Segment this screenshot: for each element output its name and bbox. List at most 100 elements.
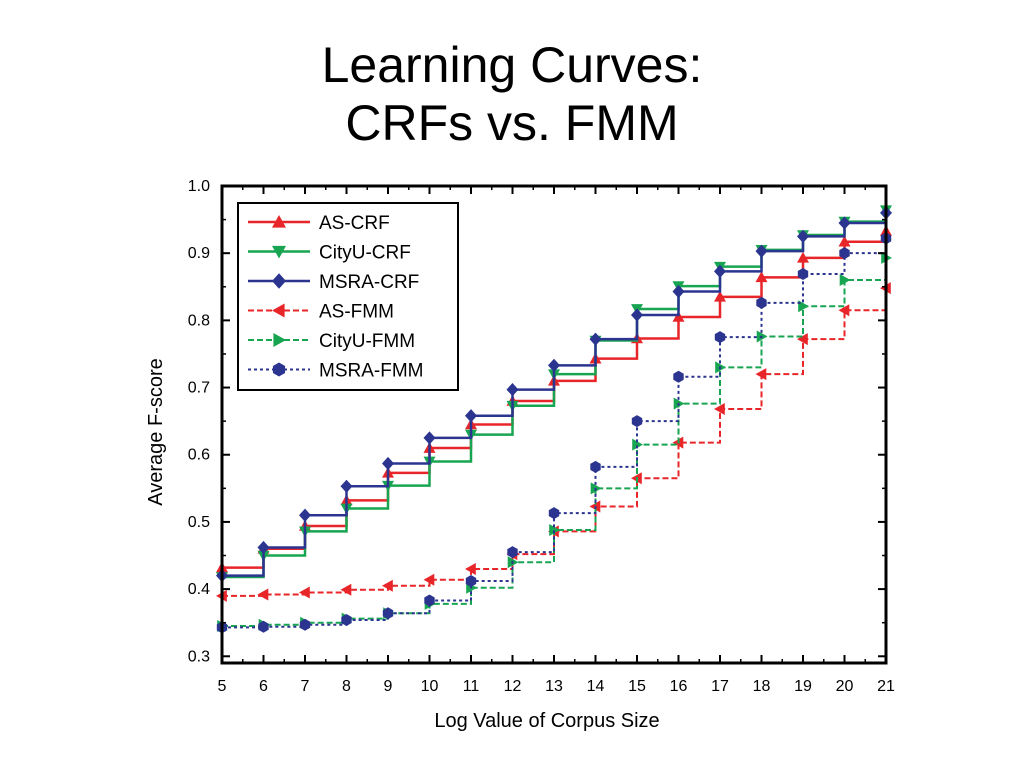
legend-item-as-fmm: AS-FMM [248,302,394,323]
data-point-as-fmm [423,573,435,586]
x-tick-label: 20 [836,678,854,695]
legend-label: MSRA-FMM [319,361,423,382]
data-point-msra-fmm [258,620,269,633]
x-tick-label: 16 [670,678,688,695]
slide-title-line-1: Learning Curves: [321,37,703,93]
data-point-msra-fmm [839,247,850,260]
data-point-msra-crf [506,382,519,397]
data-point-as-fmm [714,403,725,416]
slide-title-line-2: CRFs vs. FMM [345,95,679,151]
data-point-as-fmm [299,586,310,599]
data-point-msra-fmm [756,296,767,309]
legend-label: AS-CRF [319,213,390,234]
x-tick-label: 14 [587,678,605,695]
data-point-msra-crf [423,431,436,445]
data-point-msra-fmm [299,618,311,631]
data-point-as-fmm [797,333,808,346]
y-tick-label: 0.8 [188,312,210,329]
data-point-cityu-fmm [549,523,560,536]
legend-item-msra-crf: MSRA-CRF [248,272,419,293]
data-point-cityu-fmm [839,274,851,287]
y-axis-label: Average F-score [145,358,167,505]
series-msra-fmm [216,232,892,634]
y-tick-label: 0.3 [188,648,210,665]
y-tick-label: 0.5 [188,514,210,531]
data-point-msra-crf [755,244,768,258]
x-axis-label: Log Value of Corpus Size [434,710,659,732]
legend-marker [273,333,286,347]
y-tick-label: 0.9 [188,245,210,262]
data-point-msra-fmm [507,546,518,559]
data-point-msra-crf [340,479,353,493]
legend-marker [272,273,286,289]
legend-label: AS-FMM [319,302,394,323]
data-point-msra-crf [589,332,602,346]
legend: AS-CRF CityU-CRF MSRA-CRF AS-FMM CityU-FMM MS… [237,202,459,391]
slide-title: Learning Curves: CRFs vs. FMM [0,36,1024,152]
y-tick-label: 0.7 [188,380,210,397]
data-point-msra-fmm [631,415,643,428]
data-point-as-fmm [340,583,352,596]
axes-layer: 5 6 7 8 9 10 11 12 13 14 15 16 17 18 19 20 21 0.3 0.4 0.5 0.… [188,178,895,695]
data-point-as-fmm [257,588,269,601]
data-point-msra-crf [672,284,685,299]
data-point-as-crf [838,235,851,247]
x-tick-label: 10 [421,678,439,695]
legend-box [237,202,459,391]
data-point-as-fmm [382,579,393,592]
x-tick-label: 11 [463,678,480,695]
x-tick-label: 6 [259,678,268,695]
data-point-as-fmm [465,562,476,575]
data-point-msra-crf [548,358,560,372]
x-tick-label: 13 [545,678,563,695]
x-tick-label: 17 [711,678,729,695]
data-point-msra-crf [631,308,643,322]
data-point-msra-fmm [382,607,394,620]
data-point-as-crf [714,290,726,302]
x-tick-label: 15 [628,678,646,695]
y-tick-label: 0.6 [188,447,210,464]
legend-item-msra-fmm: MSRA-FMM [248,361,423,382]
legend-item-cityu-fmm: CityU-FMM [248,331,415,352]
series-msra-crf [216,206,892,583]
legend-marker [272,362,286,377]
legend-item-as-crf: AS-CRF [248,213,390,234]
data-point-msra-fmm [465,575,477,588]
series-layer [216,205,892,634]
data-point-msra-crf [382,456,394,471]
data-point-as-crf [755,271,768,283]
legend-marker [272,215,286,228]
legend-marker [272,303,285,318]
y-tick-label: 0.4 [188,581,210,598]
data-point-msra-crf [714,264,726,278]
data-point-msra-crf [797,229,809,243]
data-point-as-crf [672,311,685,322]
data-point-as-crf [797,251,809,263]
y-tick-label: 1.0 [188,178,210,195]
data-point-msra-fmm [424,594,435,607]
legend-label: CityU-CRF [319,243,411,264]
x-tick-label: 9 [384,678,393,695]
data-point-msra-fmm [341,614,352,627]
data-point-as-fmm [755,368,767,381]
data-point-msra-crf [838,216,851,230]
data-point-msra-fmm [714,331,726,344]
data-point-msra-fmm [590,460,601,473]
x-tick-label: 18 [753,678,771,695]
legend-marker [272,245,286,259]
legend-item-cityu-crf: CityU-CRF [248,243,411,264]
x-tick-label: 8 [342,678,351,695]
data-point-cityu-fmm [798,300,809,313]
data-point-msra-fmm [548,507,560,520]
legend-label: CityU-FMM [319,331,415,352]
x-tick-label: 12 [504,678,522,695]
data-point-msra-fmm [797,268,809,281]
x-tick-label: 19 [794,678,812,695]
data-point-cityu-fmm [632,438,643,451]
data-point-msra-crf [257,540,270,555]
x-tick-label: 5 [218,678,227,695]
data-point-msra-crf [465,409,477,423]
legend-label: MSRA-CRF [319,272,419,293]
data-point-msra-fmm [673,370,684,383]
